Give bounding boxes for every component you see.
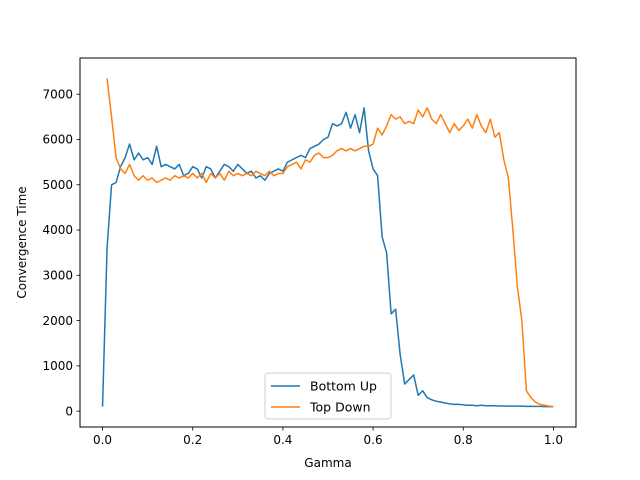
x-tick-label: 1.0 bbox=[544, 433, 563, 447]
x-tick-label: 0.4 bbox=[273, 433, 292, 447]
x-tick-label: 0.6 bbox=[364, 433, 383, 447]
x-axis-ticks: 0.0 0.2 0.4 0.6 0.8 1.0 bbox=[93, 427, 563, 447]
y-tick-label: 1000 bbox=[42, 359, 73, 373]
x-tick-label: 0.8 bbox=[454, 433, 473, 447]
legend-label-top-down: Top Down bbox=[309, 400, 371, 415]
series-line-bottom-up bbox=[101, 107, 554, 408]
y-tick-label: 0 bbox=[65, 404, 73, 418]
legend-label-bottom-up: Bottom Up bbox=[310, 379, 377, 394]
y-axis-ticks: 0 1000 2000 3000 4000 5000 6000 7000 bbox=[42, 87, 80, 418]
y-axis-label: Convergence Time bbox=[15, 186, 29, 298]
x-tick-label: 0.2 bbox=[183, 433, 202, 447]
y-tick-label: 4000 bbox=[42, 223, 73, 237]
y-tick-label: 7000 bbox=[42, 87, 73, 101]
axes-frame bbox=[79, 57, 577, 428]
y-tick-label: 6000 bbox=[42, 133, 73, 147]
y-tick-label: 2000 bbox=[42, 314, 73, 328]
legend: Bottom Up Top Down bbox=[264, 372, 392, 420]
y-tick-label: 3000 bbox=[42, 269, 73, 283]
x-tick-label: 0.0 bbox=[93, 433, 112, 447]
series-line-top-down bbox=[106, 78, 554, 408]
series-layer bbox=[101, 78, 554, 408]
y-tick-label: 5000 bbox=[42, 178, 73, 192]
x-axis-label: Gamma bbox=[304, 456, 351, 470]
